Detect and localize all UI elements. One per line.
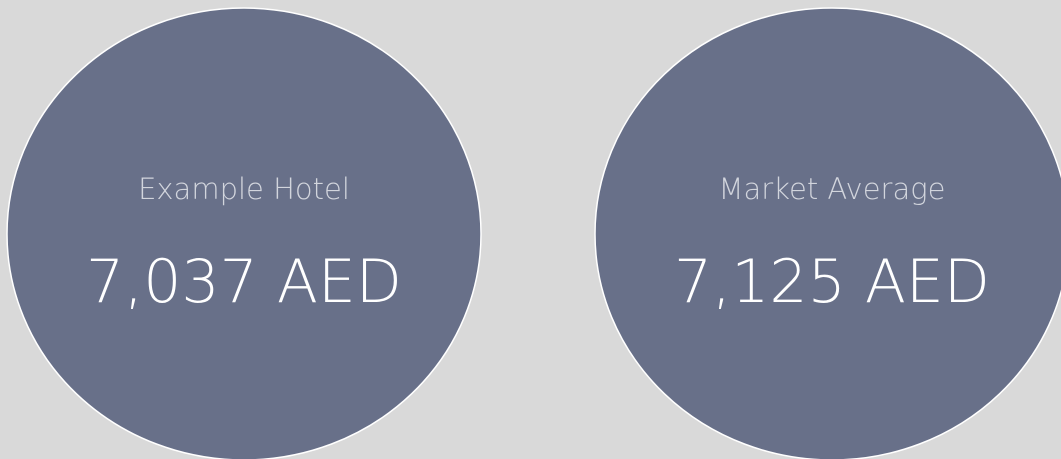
card-value: 7,125 AED xyxy=(674,247,990,317)
card-label: Market Average xyxy=(719,172,946,206)
card-circle xyxy=(594,7,1061,459)
card-circle xyxy=(6,7,482,459)
card-label: Example Hotel xyxy=(138,172,350,206)
card-value: 7,037 AED xyxy=(86,247,402,317)
